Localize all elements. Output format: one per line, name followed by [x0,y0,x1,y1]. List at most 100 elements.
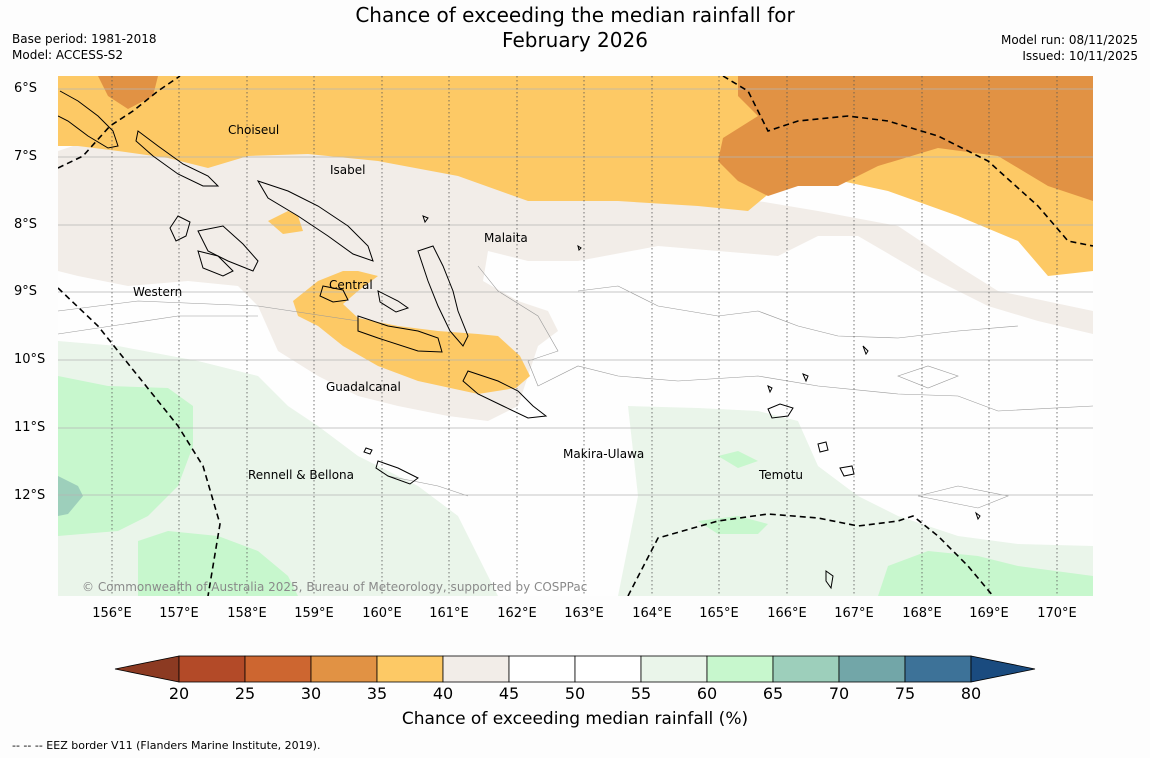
colorbar-tick-label: 75 [894,684,916,703]
lon-label-165e: 165°E [699,606,739,621]
contour-line-4 [897,365,959,389]
island-newgeorgia-2 [197,225,259,272]
island-vanikoro [839,465,855,477]
island-newgeorgia-1 [169,215,191,242]
band-60-65-far-se [878,551,1093,596]
band-60-65-e [718,451,758,468]
colorbar-tick-label: 60 [696,684,718,703]
colorbar-segments [114,655,1036,683]
place-makira: Makira-Ulawa [563,447,645,461]
eez-s [627,513,994,596]
band-60-65-w [58,376,193,536]
lon-label-161e: 161°E [429,606,469,621]
place-isabel: Isabel [330,163,366,177]
island-bougainville [58,90,119,149]
lon-label-163e: 163°E [564,606,604,621]
island-choiseul [135,130,220,187]
colorbar-tick-label: 40 [432,684,454,703]
map-svg [58,76,1093,596]
contour-line-6 [387,475,469,497]
island-malaita-small [377,290,410,313]
grid-horizontal [58,88,1093,496]
colorbar-segment-c70_75 [838,655,906,683]
place-western: Western [133,285,183,299]
place-choiseul: Choiseul [228,123,280,137]
eez-nw [58,76,181,169]
lat-label-6s: 6°S [14,81,38,96]
island-east [862,345,869,356]
lon-label-166e: 166°E [767,606,807,621]
island-florida [319,285,349,303]
band-65-70 [58,476,83,516]
grid-vertical [111,76,1058,596]
island-tikopia [825,570,834,590]
title-line-2: February 2026 [502,28,648,52]
island-utupua [817,441,829,453]
band-30-35-nw [98,76,158,109]
lat-label-8s: 8°S [14,217,38,232]
colorbar-segment-c75_80 [904,655,972,683]
colorbar-tick-label: 50 [564,684,586,703]
island-isabel [256,180,374,262]
colorbar-segment-c25_30 [244,655,312,683]
map-panel[interactable] [58,76,1093,596]
colorbar-tick-label: 25 [234,684,256,703]
island-tuvalu-edge [975,511,981,521]
island-newgeorgia-3 [197,250,234,277]
colorbar-tick-label: 70 [828,684,850,703]
colorbar-extend-low [114,655,180,683]
lon-label-156e: 156°E [92,606,132,621]
lon-label-167e: 167°E [834,606,874,621]
place-guadalcanal: Guadalcanal [326,380,401,394]
band-60-65-se [698,516,768,534]
issued-date: Issued: 10/11/2025 [1022,49,1138,63]
colorbar-segment-c40_45 [442,655,510,683]
model-run: Model run: 08/11/2025 [1000,33,1138,47]
meta-left: Base period: 1981-2018 Model: ACCESS-S2 [12,31,157,63]
colorbar-tick-label: 45 [498,684,520,703]
place-malaita: Malaita [484,231,528,245]
island-ontong [422,215,429,224]
contour-line-3 [577,285,1019,339]
band-60-65-sw [138,531,298,596]
colorbar-segment-c20_25 [178,655,246,683]
contour-line-2 [477,265,1093,412]
colorbar-extend-high [970,655,1036,683]
lat-label-9s: 9°S [14,284,38,299]
place-rennell: Rennell & Bellona [248,468,355,482]
title-line-1: Chance of exceeding the median rainfall … [355,3,795,27]
band-35-40-central [293,271,530,394]
lon-label-160e: 160°E [362,606,402,621]
island-sikaiana [577,244,582,251]
colorbar-segment-c45_50 [508,655,576,683]
island-guadalcanal [357,315,443,353]
island-duff [802,373,809,383]
model-name: Model: ACCESS-S2 [12,48,124,62]
colorbar-segment-c30_35 [310,655,378,683]
colorbar-tick-label: 65 [762,684,784,703]
island-malaita [417,245,469,347]
colorbar-tick-label: 55 [630,684,652,703]
island-rennell [375,460,419,485]
band-40-45 [58,121,1093,421]
eez-w [58,287,221,596]
chart-title: Chance of exceeding the median rainfall … [0,3,1150,53]
band-30-35-ne [718,76,1093,201]
lat-label-12s: 12°S [14,488,46,503]
colorbar-segment-c65_70 [772,655,840,683]
lon-label-158e: 158°E [227,606,267,621]
colorbar-tick-label: 35 [366,684,388,703]
colorbar-tick-label: 80 [960,684,982,703]
colorbar-title: Chance of exceeding median rainfall (%) [401,709,749,729]
lon-label-157e: 157°E [159,606,199,621]
lat-label-7s: 7°S [14,149,38,164]
island-makira [462,370,548,419]
island-bellona [363,447,373,455]
base-period: Base period: 1981-2018 [12,32,157,46]
lat-label-10s: 10°S [14,352,46,367]
island-reef [767,385,773,394]
island-santacruz [767,403,794,419]
lon-label-162e: 162°E [497,606,537,621]
lon-label-164e: 164°E [632,606,672,621]
colorbar-tick-label: 20 [168,684,190,703]
